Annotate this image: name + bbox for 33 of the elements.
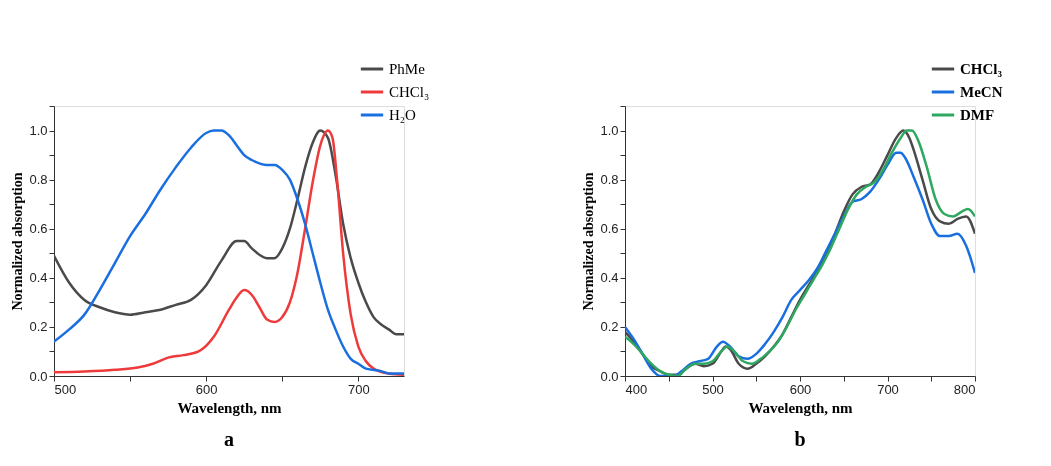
line-series	[54, 129, 404, 336]
x-tick-label: 800	[953, 381, 976, 397]
legend-label: DMF	[960, 107, 995, 123]
y-tick-label: 0.6	[29, 221, 48, 237]
x-axis-title: Wavelength, nm	[177, 399, 283, 416]
y-tick-label: 0.0	[600, 368, 619, 384]
y-tick-label: 1.0	[600, 123, 619, 139]
x-tick-label: 600	[789, 381, 812, 397]
x-axis-title: Wavelength, nm	[748, 399, 854, 416]
x-tick-label: 500	[702, 381, 724, 397]
y-tick-label: 0.8	[600, 172, 619, 188]
text: a	[224, 428, 234, 450]
y-tick-label: 0.0	[29, 368, 48, 384]
y-axis-title: Normalized absorption	[10, 172, 26, 311]
y-tick-label: 0.2	[600, 319, 619, 335]
x-tick-label: 400	[625, 381, 648, 397]
legend-label: CHCl₃	[389, 84, 430, 100]
y-tick-label: 0.4	[600, 270, 619, 286]
y-tick-label: 0.8	[29, 172, 48, 188]
x-tick-label: 700	[877, 381, 899, 397]
legend-label: CHCl₃	[960, 61, 1003, 77]
legend-label: H₂O	[389, 107, 417, 123]
y-tick-label: 0.4	[29, 270, 48, 286]
y-tick-label: 0.6	[600, 221, 619, 237]
legend-label: PhMe	[389, 61, 426, 77]
legend-label: MeCN	[960, 84, 1003, 100]
y-axis-title: Normalized absorption	[581, 172, 597, 311]
x-tick-label: 600	[195, 381, 218, 397]
x-tick-label: 500	[54, 381, 77, 397]
y-tick-label: 1.0	[29, 123, 48, 139]
x-tick-label: 700	[348, 381, 370, 397]
y-tick-label: 0.2	[29, 319, 48, 335]
text: b	[794, 428, 806, 450]
